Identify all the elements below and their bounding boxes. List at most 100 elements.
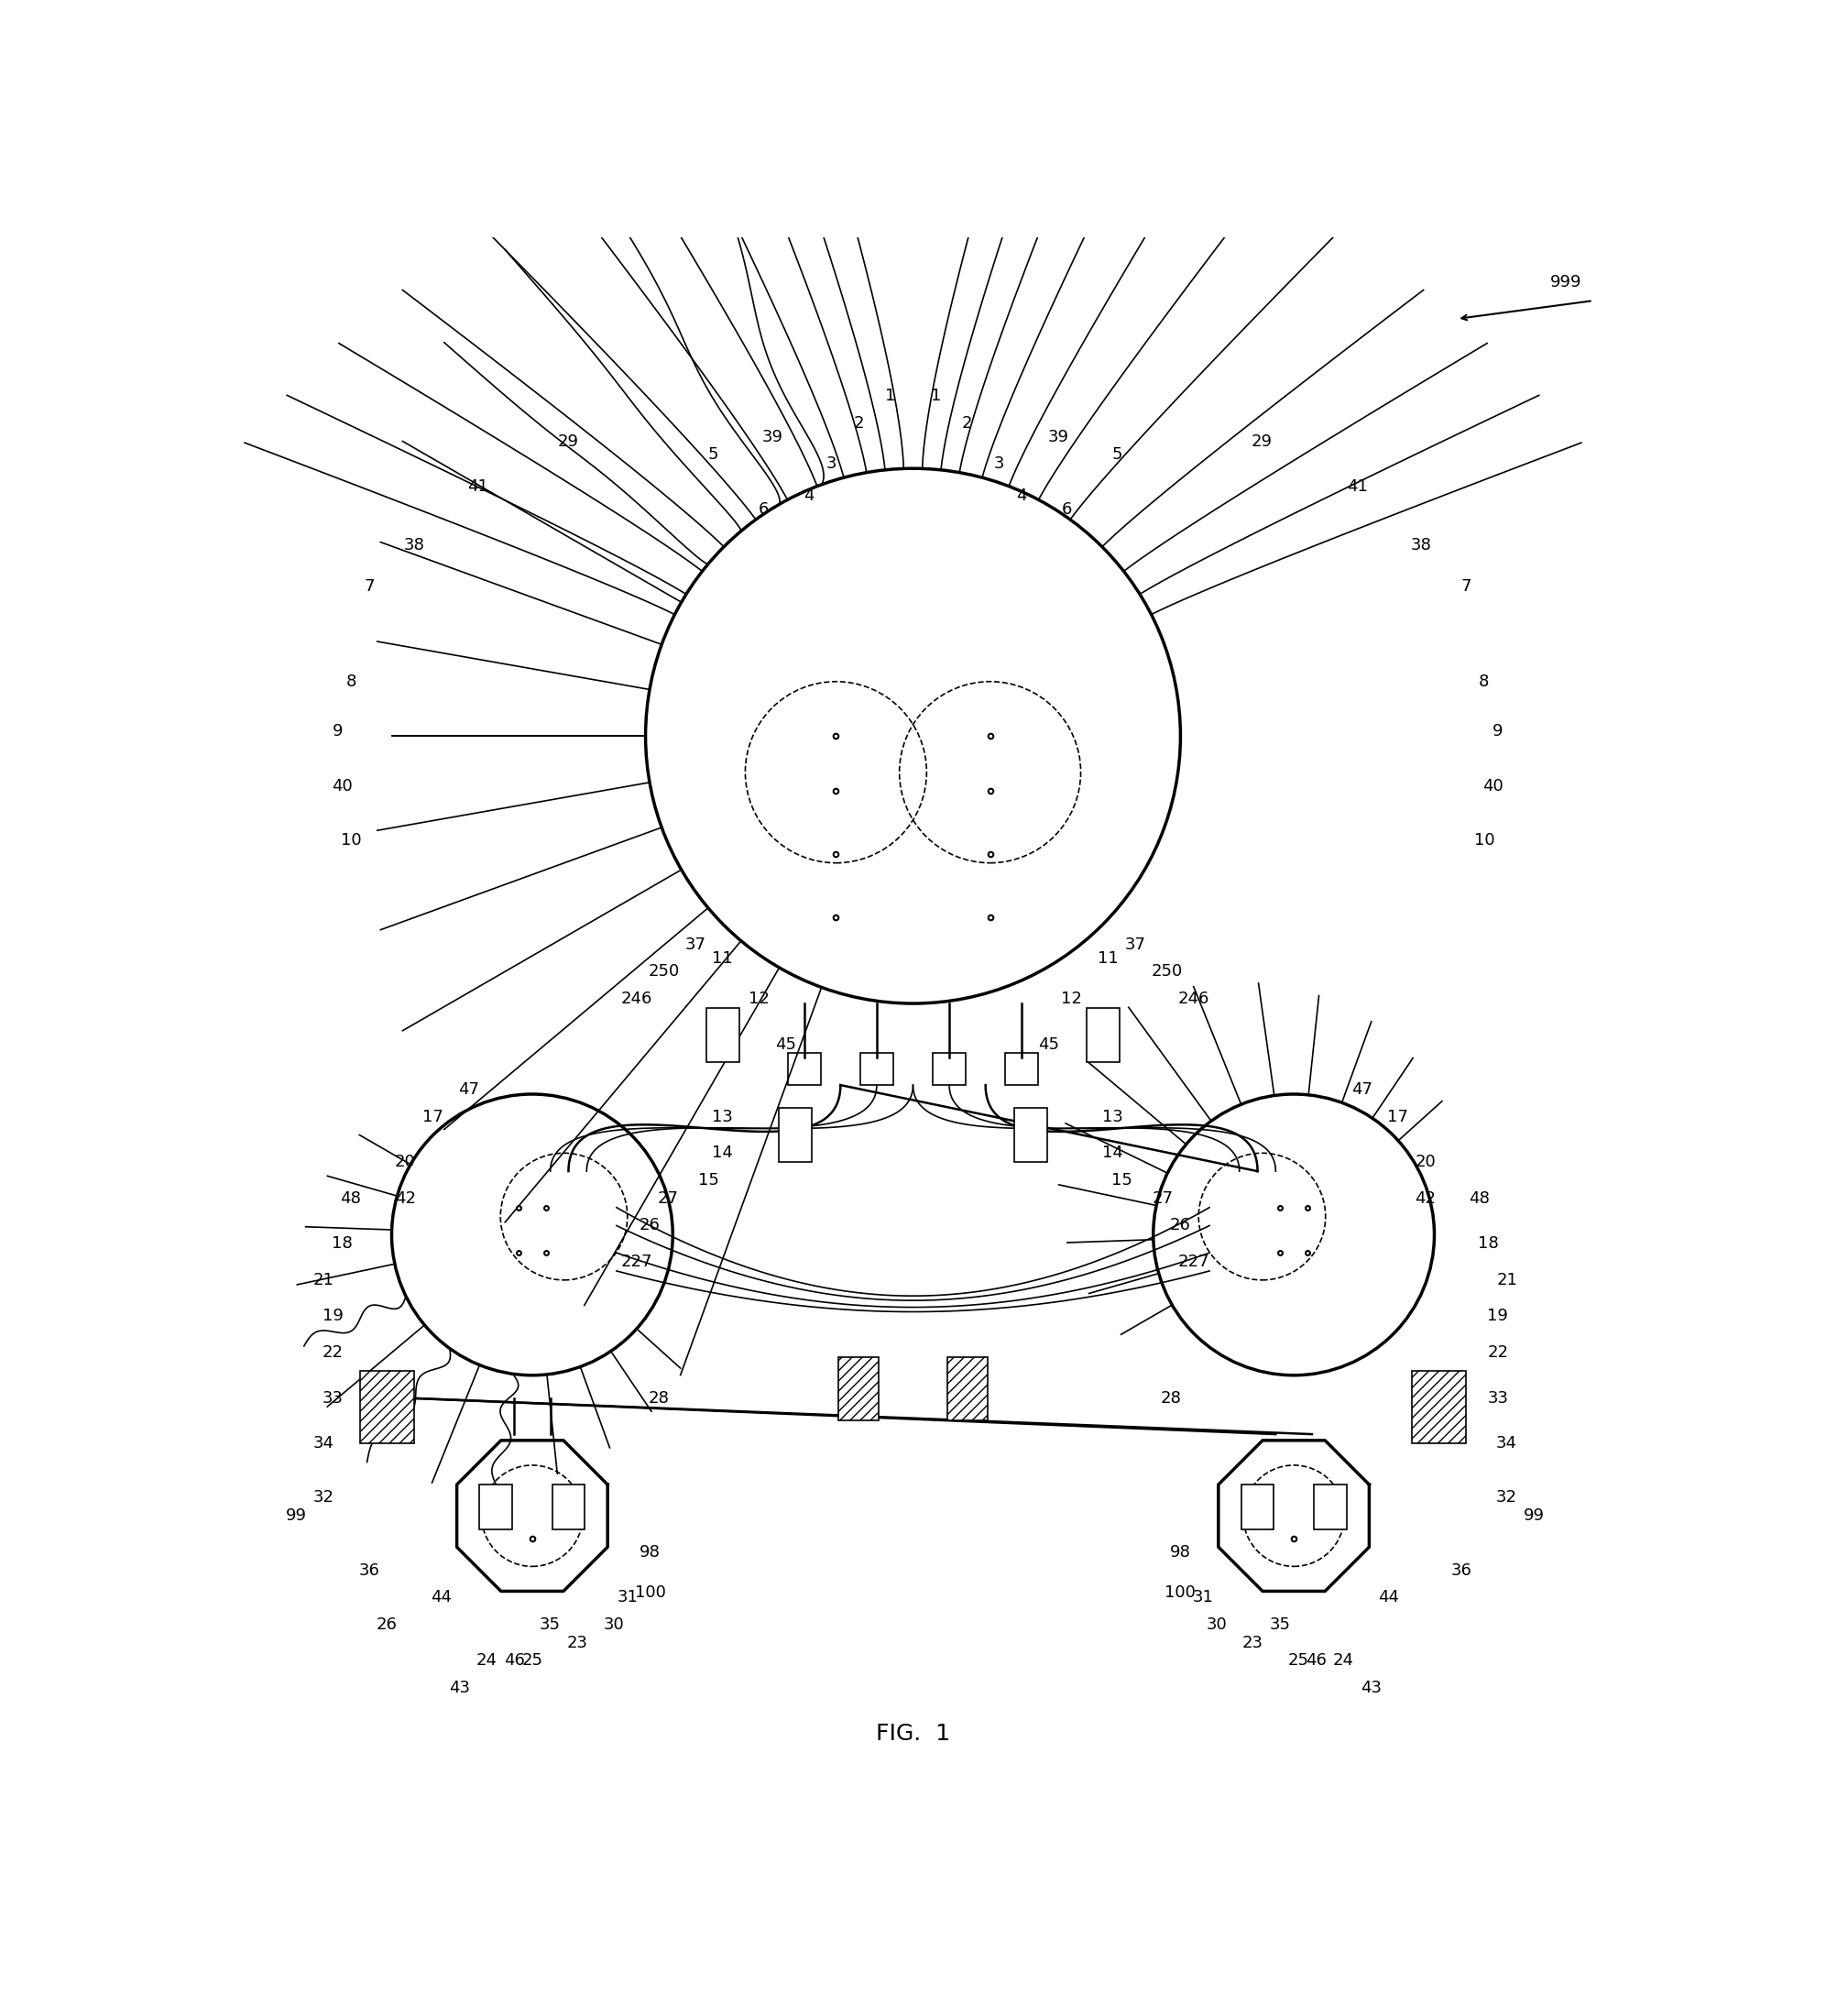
Text: 100: 100 (635, 1585, 666, 1601)
Text: 41: 41 (467, 478, 488, 494)
Text: 15: 15 (1110, 1171, 1132, 1189)
Text: 2: 2 (853, 415, 864, 431)
Text: 27: 27 (1152, 1189, 1172, 1208)
Text: 34: 34 (1495, 1435, 1517, 1452)
Bar (948, 1357, 988, 1421)
Text: 31: 31 (617, 1589, 637, 1605)
Text: 46: 46 (1306, 1653, 1328, 1669)
Text: 4: 4 (803, 488, 814, 504)
Text: 40: 40 (1483, 778, 1503, 794)
Text: 43: 43 (449, 1679, 471, 1695)
Text: 44: 44 (431, 1589, 453, 1605)
Text: 28: 28 (648, 1389, 670, 1407)
Polygon shape (456, 1439, 608, 1591)
Text: 43: 43 (1360, 1679, 1382, 1695)
Text: 22: 22 (321, 1345, 343, 1361)
Text: 13: 13 (1101, 1109, 1123, 1125)
Text: 45: 45 (776, 1036, 796, 1052)
Text: 17: 17 (422, 1109, 444, 1125)
Text: 47: 47 (458, 1081, 478, 1099)
Text: 21: 21 (314, 1272, 334, 1288)
Text: 19: 19 (1488, 1308, 1508, 1325)
Text: 13: 13 (712, 1109, 732, 1125)
Text: 100: 100 (1165, 1585, 1196, 1601)
Text: 19: 19 (321, 1308, 343, 1325)
Text: 40: 40 (331, 778, 352, 794)
Text: 27: 27 (657, 1189, 679, 1208)
Text: 14: 14 (1101, 1145, 1123, 1161)
Text: 28: 28 (1161, 1389, 1181, 1407)
Text: 1: 1 (886, 387, 895, 403)
Bar (1086, 1008, 1119, 1062)
Text: 7: 7 (1461, 579, 1472, 595)
Text: 32: 32 (1495, 1490, 1517, 1506)
Text: 42: 42 (394, 1189, 416, 1208)
Bar (838, 1357, 878, 1421)
Text: 10: 10 (1474, 833, 1494, 849)
Text: 21: 21 (1495, 1272, 1517, 1288)
Text: 1: 1 (931, 387, 940, 403)
Text: 39: 39 (1048, 429, 1068, 446)
Text: 23: 23 (568, 1635, 588, 1651)
Text: 10: 10 (340, 833, 362, 849)
Text: 47: 47 (1351, 1081, 1373, 1099)
Text: 46: 46 (504, 1653, 524, 1669)
Text: 48: 48 (340, 1189, 362, 1208)
Text: 246: 246 (1178, 990, 1211, 1008)
Text: 23: 23 (1242, 1635, 1264, 1651)
Text: 18: 18 (1479, 1236, 1499, 1252)
Text: 25: 25 (1287, 1653, 1309, 1669)
Text: 7: 7 (363, 579, 374, 595)
Text: 36: 36 (358, 1562, 380, 1579)
Text: 250: 250 (648, 964, 679, 980)
Text: 35: 35 (540, 1617, 561, 1633)
Text: 246: 246 (621, 990, 652, 1008)
Bar (1242, 1484, 1275, 1530)
Text: 9: 9 (332, 724, 343, 740)
Text: 35: 35 (1269, 1617, 1291, 1633)
Bar (780, 1107, 811, 1161)
Text: 99: 99 (1523, 1508, 1545, 1524)
Text: 2: 2 (962, 415, 973, 431)
Bar (933, 1052, 966, 1085)
Text: 227: 227 (1178, 1254, 1211, 1270)
Text: 11: 11 (1097, 950, 1118, 966)
Text: 20: 20 (1415, 1153, 1435, 1171)
Text: 39: 39 (761, 429, 783, 446)
Text: 26: 26 (376, 1617, 398, 1633)
Text: 8: 8 (1479, 673, 1490, 689)
Text: 26: 26 (1170, 1218, 1191, 1234)
Text: 20: 20 (394, 1153, 416, 1171)
Bar (787, 1052, 820, 1085)
Text: 8: 8 (345, 673, 356, 689)
Text: 250: 250 (1150, 964, 1183, 980)
Text: 48: 48 (1470, 1189, 1490, 1208)
Text: 11: 11 (712, 950, 732, 966)
Text: 38: 38 (404, 538, 425, 554)
Text: 14: 14 (712, 1145, 732, 1161)
Text: 15: 15 (699, 1171, 719, 1189)
Text: FIG.  1: FIG. 1 (876, 1722, 950, 1744)
Text: 9: 9 (1492, 724, 1503, 740)
Text: 45: 45 (1039, 1036, 1059, 1052)
Text: 29: 29 (1251, 433, 1273, 450)
Text: 98: 98 (1170, 1544, 1191, 1560)
Text: 3: 3 (993, 456, 1004, 472)
Text: 6: 6 (1063, 502, 1072, 518)
Text: 17: 17 (1388, 1109, 1408, 1125)
Text: 25: 25 (522, 1653, 542, 1669)
Bar (480, 1484, 513, 1530)
Text: 5: 5 (1112, 448, 1123, 464)
Text: 99: 99 (287, 1508, 307, 1524)
Text: 36: 36 (1452, 1562, 1472, 1579)
Text: 29: 29 (559, 433, 579, 450)
Text: 34: 34 (312, 1435, 334, 1452)
Text: 37: 37 (685, 935, 707, 954)
Bar (551, 1484, 584, 1530)
Bar (1015, 1107, 1046, 1161)
Text: 3: 3 (825, 456, 836, 472)
Bar (860, 1052, 893, 1085)
Text: 33: 33 (321, 1389, 343, 1407)
Text: 12: 12 (1061, 990, 1083, 1008)
Text: 37: 37 (1125, 935, 1145, 954)
